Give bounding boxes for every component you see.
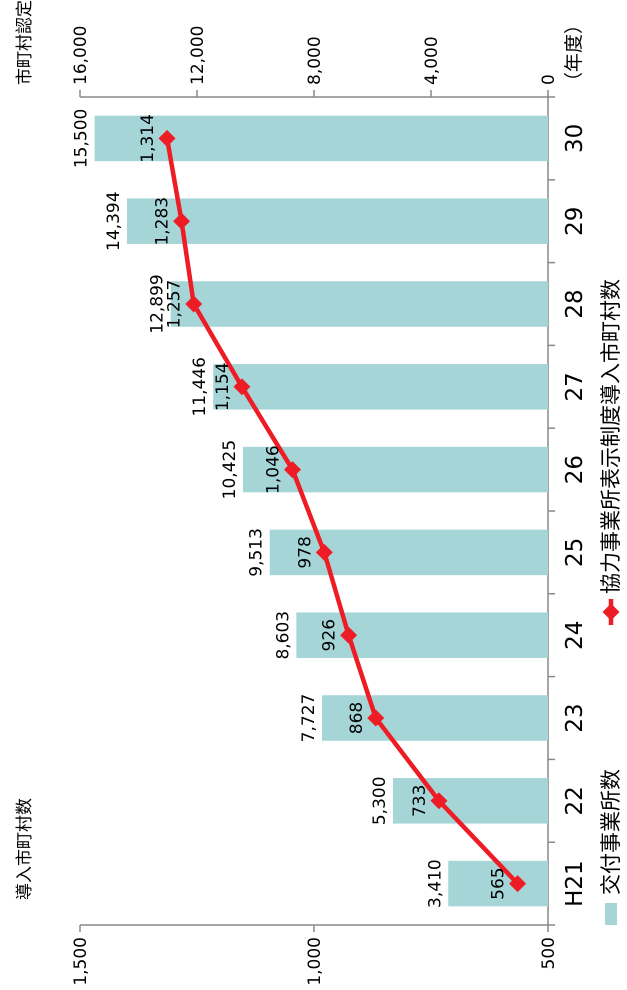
bar: [296, 612, 548, 658]
line-value-label: 1,314: [138, 114, 158, 163]
line-value-labels: 565 733 868 926 978 1,046 1,154 1,257 1,283 1,314: [138, 114, 509, 900]
category-label: 28: [562, 289, 588, 318]
line-value-label: 1,154: [213, 362, 233, 411]
bar-value-label: 11,446: [190, 357, 210, 416]
line-value-label: 978: [295, 536, 315, 568]
bar: [170, 281, 548, 327]
legend-bar-label: 交付事業所数: [599, 769, 623, 895]
line-marker: [233, 378, 251, 396]
bar-axis-tick-label: 0: [539, 74, 559, 85]
bar-series: [94, 115, 549, 907]
line-value-label: 926: [320, 619, 340, 651]
line-marker: [509, 875, 527, 893]
line-axis-ticks: 500 1,000 1,500: [71, 925, 559, 986]
bar-value-label: 8,603: [273, 611, 293, 660]
bar-axis-title: 市町村認定事業所数: [15, 0, 35, 85]
line-axis-tick-label: 1,000: [305, 937, 325, 986]
bar-value-label: 12,899: [148, 274, 168, 333]
category-label: H21: [562, 860, 588, 907]
line-value-label: 733: [410, 785, 430, 817]
legend: 交付事業所数 協力事業所表示制度導入市町村数: [599, 279, 623, 925]
line-marker: [340, 626, 358, 644]
legend-line-label: 協力事業所表示制度導入市町村数: [599, 279, 623, 594]
category-axis-ticks: H21 22 23 24 25 26 27 28 29 30: [548, 96, 588, 926]
bar: [213, 364, 548, 410]
bar: [126, 198, 549, 244]
bar-value-label: 10,425: [220, 440, 240, 499]
line-value-label: 1,283: [153, 197, 173, 246]
line-axis-title: 導入市町村数: [15, 798, 35, 900]
bar-value-label: 7,727: [299, 694, 319, 743]
bar: [94, 115, 548, 162]
bar-value-label: 5,300: [370, 776, 390, 825]
bar-axis-tick-label: 4,000: [422, 36, 442, 85]
bar: [321, 695, 549, 741]
bar-axis-tick-label: 16,000: [71, 26, 91, 85]
line-value-label: 868: [347, 702, 367, 734]
legend-bar-swatch: [605, 903, 617, 925]
year-unit-label: （年度）: [563, 15, 585, 91]
bar-value-label: 9,513: [247, 528, 267, 577]
line-value-label: 565: [489, 867, 509, 899]
category-label: 26: [562, 455, 588, 484]
line-axis-tick-label: 500: [539, 937, 559, 969]
category-label: 27: [562, 372, 588, 401]
bar-value-label: 14,394: [104, 191, 124, 250]
category-label: 22: [562, 786, 588, 815]
bar-value-label: 15,500: [72, 109, 92, 168]
line-series: [164, 138, 520, 886]
legend-line-marker: [602, 603, 620, 621]
bar-axis-ticks: 0 4,000 8,000 12,000 16,000: [71, 26, 559, 97]
bar-value-labels: 3,410 5,300 7,727 8,603 9,513 10,425 11,446 12,…: [72, 109, 446, 908]
bar: [243, 446, 548, 493]
line-marker: [173, 212, 191, 230]
category-label: 25: [562, 538, 588, 567]
bar-value-label: 3,410: [425, 859, 445, 908]
line-axis-tick-label: 1,500: [71, 937, 91, 986]
category-label: 29: [562, 207, 588, 236]
line-marker: [367, 709, 385, 727]
bar: [269, 529, 548, 576]
bar-axis-tick-label: 12,000: [188, 26, 208, 85]
line-marker: [315, 543, 333, 561]
line-value-label: 1,046: [263, 445, 283, 494]
bar: [448, 860, 549, 907]
bar-axis-tick-label: 8,000: [305, 36, 325, 85]
category-label: 30: [562, 124, 588, 153]
category-label: 23: [562, 703, 588, 732]
category-label: 24: [562, 621, 588, 650]
line-markers: [158, 129, 527, 893]
line-value-label: 1,257: [165, 280, 185, 329]
